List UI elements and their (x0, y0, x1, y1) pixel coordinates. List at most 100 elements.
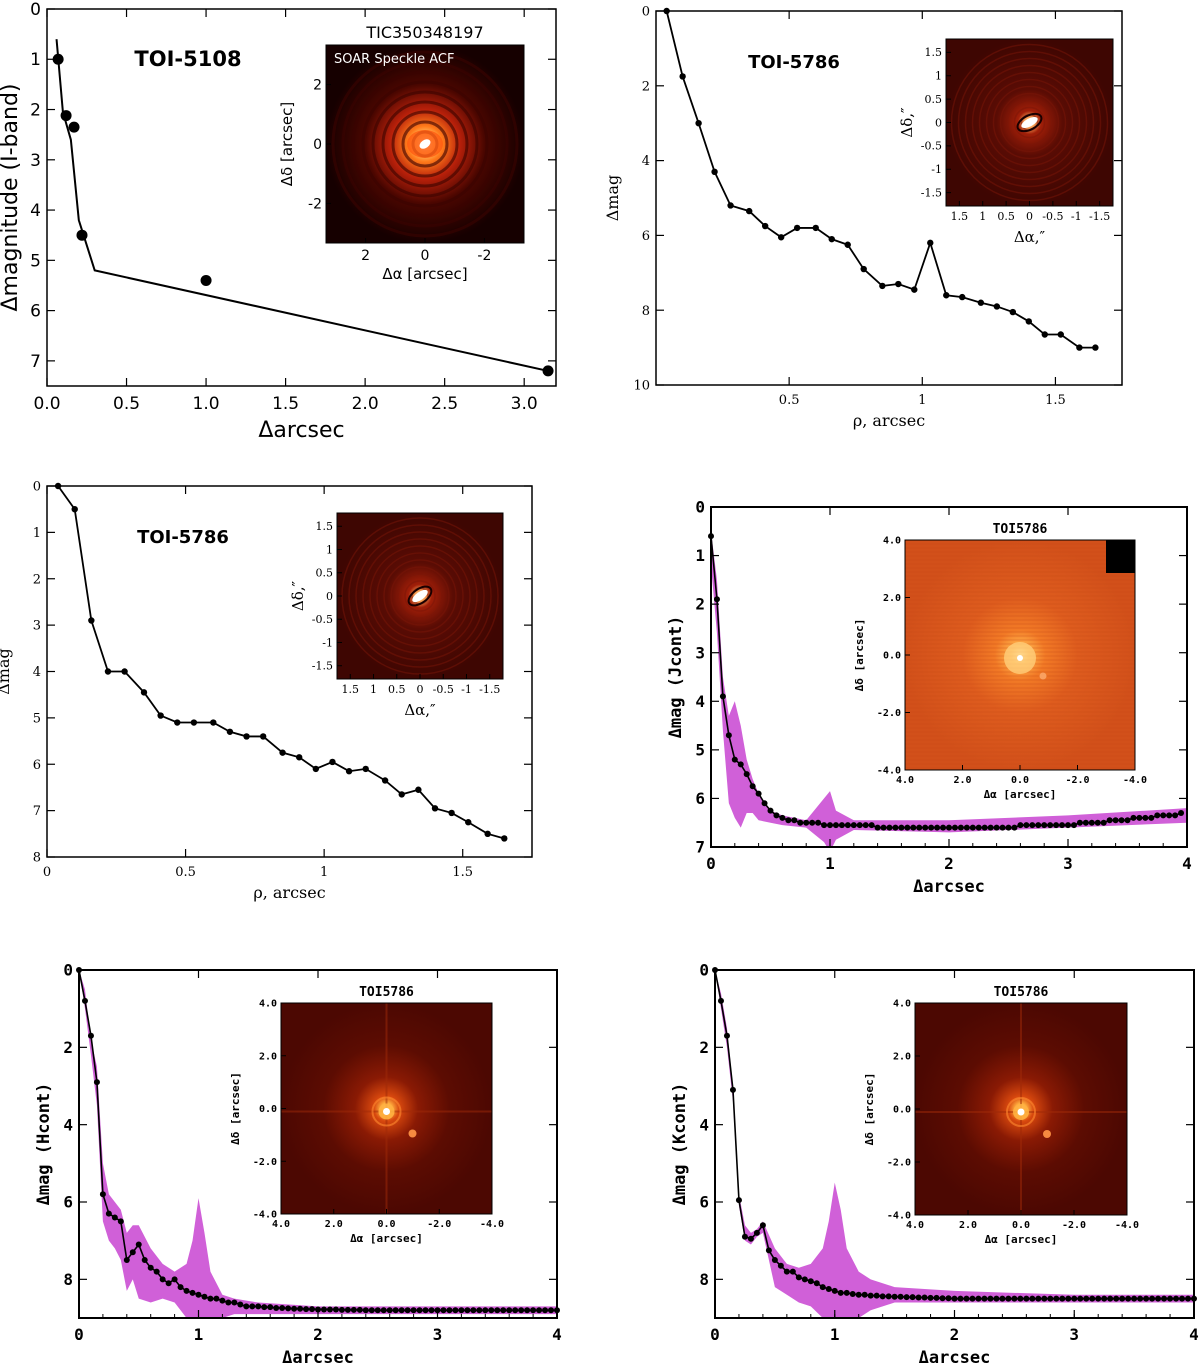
data-point (1076, 819, 1083, 826)
data-point (476, 1307, 483, 1314)
inset-y-tick-label: -1 (322, 636, 333, 649)
y-tick-label: 3 (30, 151, 41, 171)
data-point (542, 1307, 549, 1314)
x-tick-label: 0 (710, 1325, 720, 1344)
y-tick-label: 2 (33, 572, 41, 587)
data-point (801, 1276, 808, 1283)
data-point (679, 73, 686, 80)
speckle-ring (390, 566, 450, 626)
speckle-core (1021, 116, 1038, 129)
inset-x-tick-label: 0 (421, 248, 430, 264)
x-tick-label: 0.5 (175, 865, 196, 880)
data-point (416, 1307, 423, 1314)
data-point (356, 1306, 363, 1313)
ao-primary-star (1017, 655, 1023, 661)
data-point (755, 790, 762, 797)
data-point (963, 1295, 970, 1302)
inset-x-tick-label: 2.0 (953, 775, 971, 786)
data-point (827, 822, 833, 829)
inset-x-label: Δα,″ (1014, 228, 1046, 246)
data-point (482, 1307, 489, 1314)
ao-mask (1106, 540, 1135, 573)
data-point (927, 1294, 934, 1301)
inset-y-tick-label: 1.5 (316, 520, 334, 533)
y-axis-label: Δmag (603, 175, 622, 222)
data-point (825, 1286, 832, 1292)
speckle-ring (369, 545, 471, 647)
data-point (329, 758, 336, 766)
data-point (52, 53, 64, 65)
data-point (975, 824, 982, 831)
data-point (219, 1297, 226, 1304)
data-point (1101, 1295, 1108, 1302)
data-point (225, 1299, 232, 1306)
data-point (524, 1307, 531, 1314)
data-point (1148, 814, 1155, 821)
y-tick-label: 7 (33, 804, 41, 819)
data-point (121, 668, 128, 675)
data-point (727, 202, 734, 209)
speckle-ring (971, 64, 1088, 181)
data-point (862, 822, 869, 829)
x-tick-label: 1 (320, 865, 328, 880)
data-point (87, 1032, 94, 1039)
data-point (837, 1289, 844, 1296)
data-point (1023, 1295, 1030, 1302)
data-point (512, 1307, 519, 1314)
inset-title: TIC350348197 (365, 23, 483, 42)
data-point (1095, 1295, 1102, 1302)
data-point (1131, 1295, 1138, 1302)
data-point (713, 596, 720, 603)
inset-x-tick-label: 1.5 (951, 210, 969, 223)
data-point (729, 1086, 736, 1093)
y-tick-label: 8 (33, 851, 41, 866)
data-point (415, 786, 422, 793)
x-tick-label: 1.5 (1045, 393, 1066, 408)
speckle-ring (1013, 106, 1046, 139)
y-tick-label: 6 (33, 758, 41, 773)
inset-x-tick-label: 0.5 (388, 683, 406, 696)
data-point (789, 1268, 796, 1275)
speckle-ring (348, 524, 492, 668)
data-point (791, 817, 798, 824)
speckle-ring (957, 50, 1102, 195)
data-point (981, 824, 988, 831)
data-point (1005, 824, 1012, 831)
data-point (345, 768, 353, 775)
data-point (404, 1307, 411, 1314)
data-point (1011, 824, 1018, 831)
data-point (765, 1247, 772, 1254)
x-axis-label: ρ, arcsec (253, 883, 325, 902)
data-point (448, 809, 455, 817)
data-point (921, 1294, 928, 1301)
panel-title: TOI-5108 (134, 47, 241, 71)
panel-p3: 0 0.5 1 1.5 0 1 2 3 4 5 6 7 8 ρ, arcsec Δmag TOI-5786 1.… (0, 480, 533, 902)
data-point (1059, 1295, 1066, 1302)
inset-x-tick-label: -4.0 (1115, 1220, 1139, 1231)
inset-y-tick-label: -2.0 (253, 1157, 277, 1168)
y-tick-label: 8 (63, 1270, 73, 1289)
data-point (1113, 1295, 1120, 1302)
data-point (821, 822, 828, 829)
data-point (1092, 344, 1099, 351)
data-point (783, 1268, 790, 1275)
x-tick-label: 0 (706, 854, 716, 873)
contrast-uncertainty-band (79, 970, 557, 1318)
data-point (157, 712, 164, 719)
data-point (542, 365, 554, 377)
inset-y-tick-label: -4.0 (877, 766, 901, 777)
x-tick-label: 2.0 (352, 394, 379, 414)
inset-x-tick-label: -1.5 (1089, 210, 1110, 223)
data-point (1119, 1295, 1126, 1302)
data-point (779, 814, 786, 821)
data-point (838, 822, 845, 829)
x-tick-label: 3 (433, 1325, 443, 1344)
inset-y-tick-label: 4.0 (883, 536, 901, 547)
data-point (1136, 814, 1143, 821)
y-tick-label: 7 (695, 838, 705, 857)
data-point (771, 1257, 778, 1263)
data-point (939, 1295, 946, 1302)
data-point (171, 1276, 178, 1283)
data-point (749, 783, 756, 790)
